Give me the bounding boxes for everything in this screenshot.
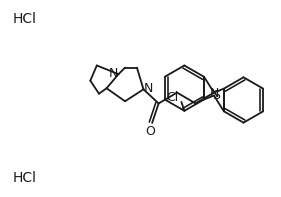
Text: N: N bbox=[109, 67, 118, 80]
Text: Cl: Cl bbox=[166, 90, 179, 103]
Text: O: O bbox=[145, 125, 155, 138]
Text: S: S bbox=[212, 89, 220, 102]
Text: N: N bbox=[209, 87, 219, 100]
Text: N: N bbox=[144, 82, 153, 95]
Text: HCl: HCl bbox=[13, 171, 37, 185]
Text: HCl: HCl bbox=[13, 12, 37, 26]
